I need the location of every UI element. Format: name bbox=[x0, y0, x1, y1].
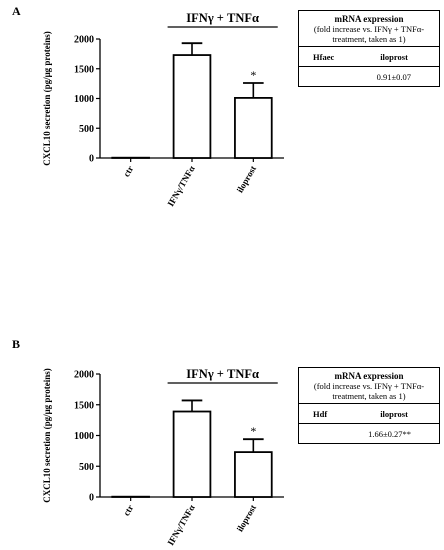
bracket-label: IFNγ + TNFα bbox=[186, 11, 259, 25]
y-tick-label: 1000 bbox=[74, 94, 94, 105]
mrna-table-header: mRNA expression (fold increase vs. IFNγ … bbox=[299, 11, 439, 47]
mrna-table-subtitle-1: (fold increase vs. IFNγ + TNFα- bbox=[313, 24, 425, 34]
y-tick-label: 1500 bbox=[74, 64, 94, 75]
mrna-table-subtitle-2: treatment, taken as 1) bbox=[332, 391, 406, 401]
mrna-table-cell-type: Hfaec bbox=[313, 51, 335, 62]
mrna-table-value: 0.91±0.07 bbox=[376, 71, 411, 82]
panel-letter-a: A bbox=[12, 4, 21, 18]
significance-marker: * bbox=[250, 424, 256, 438]
x-tick-label: ctr bbox=[121, 164, 135, 179]
bar bbox=[172, 54, 212, 159]
y-tick-label: 1000 bbox=[74, 431, 94, 442]
panel-letter-b: B bbox=[12, 337, 21, 351]
bracket-label: IFNγ + TNFα bbox=[186, 367, 259, 381]
bar bbox=[234, 451, 273, 498]
mrna-table-b: mRNA expression (fold increase vs. IFNγ … bbox=[298, 367, 440, 444]
mrna-table-title: mRNA expression bbox=[334, 14, 404, 24]
mrna-table-column-row: Hdf iloprost bbox=[299, 404, 439, 424]
y-tick-label: 500 bbox=[79, 462, 94, 473]
mrna-table-subtitle-1: (fold increase vs. IFNγ + TNFα- bbox=[313, 381, 425, 391]
mrna-table-title: mRNA expression bbox=[334, 371, 404, 381]
x-tick-label: ctr bbox=[121, 503, 135, 518]
mrna-table-value-row: 1.66±0.27** bbox=[299, 424, 439, 443]
mrna-table-treatment: iloprost bbox=[380, 51, 408, 62]
mrna-table-value: 1.66±0.27** bbox=[368, 428, 411, 439]
y-tick-label: 0 bbox=[89, 493, 94, 504]
bar bbox=[234, 97, 273, 159]
y-axis-label: CXCL10 secretion (pg/μg proteins) bbox=[42, 368, 52, 503]
x-tick-label: IFNγ/TNFα bbox=[165, 503, 196, 547]
chart-a: 0 500 1000 1500 2000 CXCL10 secretion (pg/μg … bbox=[42, 11, 284, 208]
mrna-table-subtitle-2: treatment, taken as 1) bbox=[332, 34, 406, 44]
significance-marker: * bbox=[250, 68, 256, 82]
y-tick-label: 2000 bbox=[74, 370, 94, 381]
mrna-table-cell-type: Hdf bbox=[313, 408, 328, 419]
mrna-table-a: mRNA expression (fold increase vs. IFNγ … bbox=[298, 10, 440, 87]
mrna-table-value-row: 0.91±0.07 bbox=[299, 67, 439, 86]
y-tick-label: 0 bbox=[89, 154, 94, 165]
mrna-table-column-row: Hfaec iloprost bbox=[299, 47, 439, 67]
chart-b: 0 500 1000 1500 2000 CXCL10 secretion (pg/μg … bbox=[42, 367, 284, 547]
y-tick-label: 2000 bbox=[74, 35, 94, 46]
mrna-table-header: mRNA expression (fold increase vs. IFNγ … bbox=[299, 368, 439, 404]
y-tick-label: 500 bbox=[79, 124, 94, 135]
x-tick-label: iloprost bbox=[235, 164, 258, 194]
y-tick-label: 1500 bbox=[74, 400, 94, 411]
x-tick-label: IFNγ/TNFα bbox=[165, 164, 196, 208]
y-axis-label: CXCL10 secretion (pg/μg proteins) bbox=[42, 31, 52, 166]
mrna-table-treatment: iloprost bbox=[380, 408, 408, 419]
x-tick-label: iloprost bbox=[235, 503, 258, 533]
bar bbox=[172, 410, 212, 498]
